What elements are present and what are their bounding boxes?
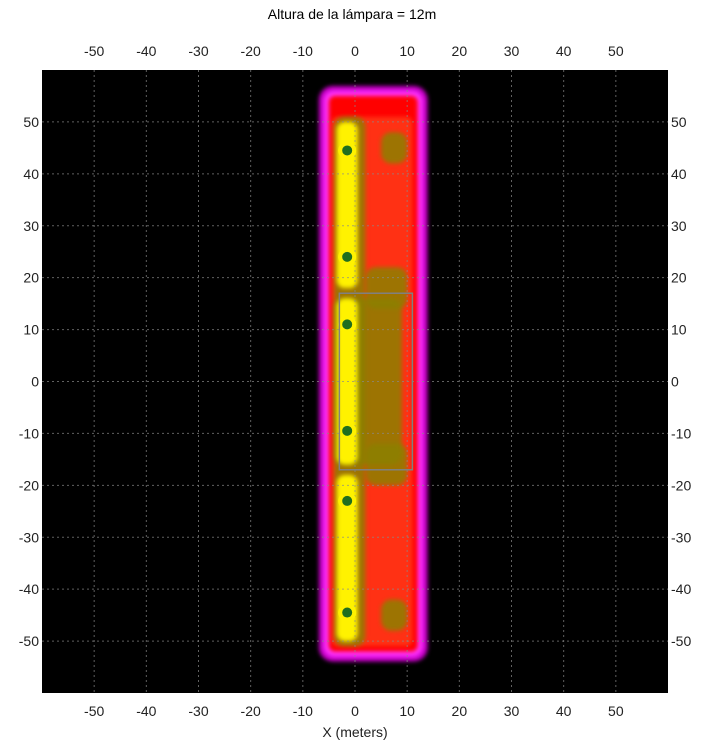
x-tick-label-top: -50 [84,43,104,59]
y-tick-label-left: 40 [23,166,39,182]
x-tick-label-bottom: 20 [452,703,468,719]
x-tick-label-bottom: 10 [399,703,415,719]
grid-lines [42,70,668,693]
luminaire-marker [342,425,353,436]
y-tick-label-left: -30 [19,529,39,545]
y-tick-label-left: -20 [19,477,39,493]
y-tick-label-left: 0 [31,374,39,390]
y-tick-label-right: -10 [671,425,691,441]
contour-band [381,599,408,631]
x-tick-label-top: -40 [136,43,156,59]
x-tick-label-top: -20 [241,43,261,59]
contour-band [336,474,358,642]
y-tick-label-right: 40 [671,166,687,182]
contour-band [381,132,408,164]
y-tick-label-right: 20 [671,270,687,286]
y-tick-label-right: 0 [671,374,679,390]
luminaire-marker [342,251,353,262]
road-outline [338,292,414,471]
y-tick-label-left: 20 [23,270,39,286]
axis-ticks: -50 -50 -40 -40 -30 -30 -20 -20 -10 -10 0 0 10 10 20 20… [19,43,692,719]
x-tick-label-top: 30 [504,43,520,59]
y-tick-label-left: -10 [19,425,39,441]
x-tick-label-bottom: -30 [188,703,208,719]
y-tick-label-right: -30 [671,529,691,545]
x-tick-label-bottom: -20 [241,703,261,719]
y-tick-label-left: 50 [23,114,39,130]
x-tick-label-bottom: -50 [84,703,104,719]
x-tick-label-top: 40 [556,43,572,59]
x-tick-label-top: -30 [188,43,208,59]
y-tick-label-right: 30 [671,218,687,234]
y-tick-label-right: -50 [671,633,691,649]
y-tick-label-right: 10 [671,322,687,338]
luminaire-marker [342,607,353,618]
x-tick-label-top: 10 [399,43,415,59]
y-tick-label-right: -40 [671,581,691,597]
contour-band [336,121,358,289]
isolux-contours [318,85,428,662]
x-tick-label-top: 20 [452,43,468,59]
y-tick-label-right: -20 [671,477,691,493]
y-tick-label-left: -50 [19,633,39,649]
luminaire-marker [342,495,353,506]
x-tick-label-bottom: -10 [293,703,313,719]
x-tick-label-top: 50 [608,43,624,59]
x-axis-label: X (meters) [322,724,387,740]
x-tick-label-top: 0 [351,43,359,59]
luminaire-markers [338,141,357,622]
x-tick-label-top: -10 [293,43,313,59]
x-tick-label-bottom: 30 [504,703,520,719]
chart-title: Altura de la lámpara = 12m [267,6,437,22]
y-tick-label-right: 50 [671,114,687,130]
luminaire-marker [342,319,353,330]
y-tick-label-left: -40 [19,581,39,597]
x-tick-label-bottom: 0 [351,703,359,719]
y-tick-label-left: 10 [23,322,39,338]
x-tick-label-bottom: 40 [556,703,572,719]
luminaire-marker [342,145,353,156]
x-tick-label-bottom: 50 [608,703,624,719]
x-tick-label-bottom: -40 [136,703,156,719]
y-tick-label-left: 30 [23,218,39,234]
